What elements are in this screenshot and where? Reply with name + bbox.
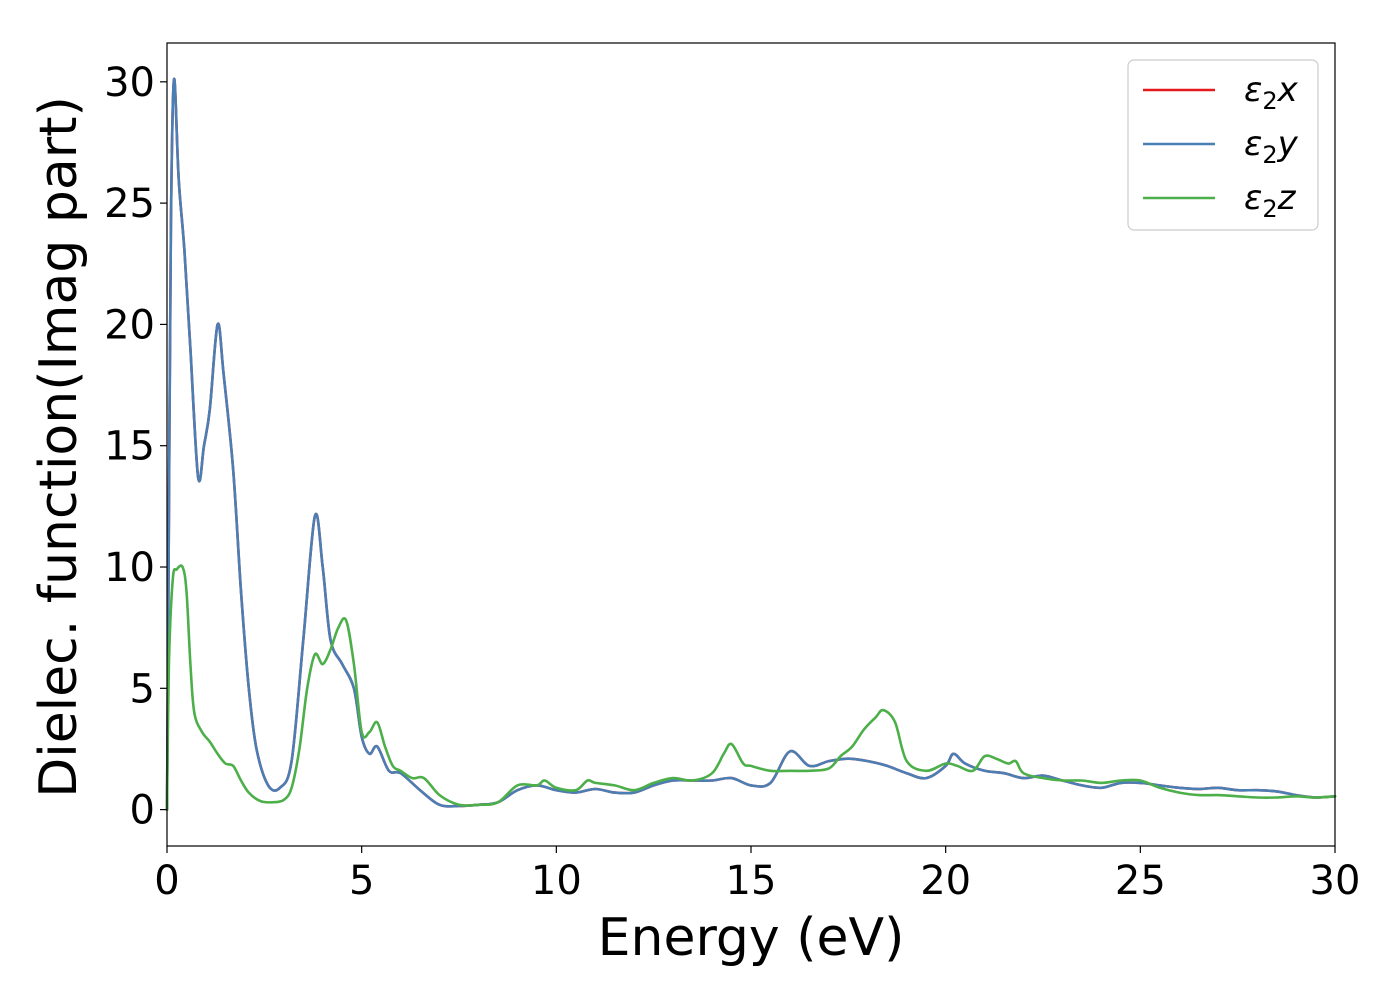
y-tick-label: 25 [104,181,155,227]
legend-label-x: ε2x [1244,70,1299,115]
series-layer [165,77,1337,811]
x-tick-label: 10 [531,858,582,904]
x-axis: 0 5 10 15 20 25 30 [154,846,1360,904]
x-tick-label: 15 [726,858,777,904]
y-tick-label: 15 [104,424,155,470]
y-axis-title: Dielec. function(Imag part) [29,96,89,798]
y-tick-label: 10 [104,545,155,591]
y-tick-label: 0 [130,788,155,834]
x-axis-title: Energy (eV) [598,908,905,968]
y-tick-label: 20 [104,302,155,348]
x-tick-label: 5 [349,858,374,904]
x-tick-label: 20 [920,858,971,904]
x-tick-label: 25 [1115,858,1166,904]
legend: ε2x ε2y ε2z [1127,59,1319,231]
y-axis: 0 5 10 15 20 25 30 [104,60,167,834]
y-tick-label: 30 [104,60,155,106]
legend-label-z: ε2z [1244,178,1297,223]
x-tick-label: 0 [154,858,179,904]
legend-label-y: ε2y [1244,124,1299,169]
series-line-z [165,564,1337,811]
x-tick-label: 30 [1310,858,1361,904]
y-tick-label: 5 [130,666,155,712]
legend-box [1127,59,1319,231]
